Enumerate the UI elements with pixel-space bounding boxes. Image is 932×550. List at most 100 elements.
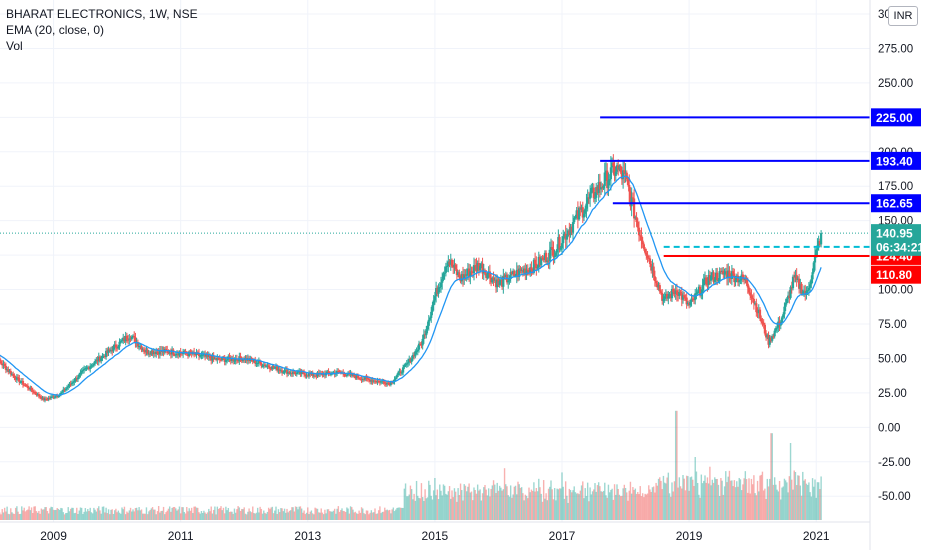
candle-body — [177, 353, 180, 356]
candle-body — [741, 274, 744, 280]
volume-bar — [615, 494, 617, 520]
currency-button[interactable]: INR — [888, 6, 918, 26]
volume-bar — [513, 486, 516, 520]
volume-bar — [211, 513, 214, 520]
volume-bar — [274, 510, 276, 520]
volume-bar — [8, 514, 11, 520]
volume-bar — [734, 487, 737, 520]
candle-body — [614, 171, 617, 176]
volume-bar — [238, 507, 241, 520]
volume-bar — [23, 507, 25, 520]
candle-body — [118, 341, 121, 347]
candle-body — [695, 293, 698, 295]
volume-bar — [590, 494, 593, 520]
volume-indicator-label[interactable]: Vol — [6, 39, 23, 53]
volume-bar — [0, 514, 2, 520]
symbol-title[interactable]: BHARAT ELECTRONICS, 1W, NSE — [6, 7, 198, 21]
volume-bar — [198, 512, 200, 520]
candle-body — [155, 351, 158, 354]
volume-bar — [187, 511, 189, 520]
candle-body — [202, 354, 205, 356]
candle-body — [373, 380, 377, 382]
volume-bar — [66, 512, 68, 520]
x-tick-label: 2017 — [549, 529, 576, 543]
volume-bar — [569, 490, 572, 520]
candle-body — [240, 358, 243, 362]
ema-indicator-label[interactable]: EMA (20, close, 0) — [6, 23, 105, 37]
volume-bar — [331, 511, 333, 520]
volume-bar — [809, 492, 811, 520]
volume-bar — [667, 472, 670, 520]
volume-bar — [57, 508, 60, 520]
candle-body — [579, 207, 582, 210]
axis-label-bg — [871, 194, 921, 213]
volume-bar — [628, 490, 630, 520]
volume-bar — [85, 511, 88, 520]
volume-bar — [47, 513, 50, 520]
candle-body — [485, 273, 488, 278]
volume-bar — [514, 485, 517, 520]
volume-bar — [540, 493, 542, 520]
candle-body — [431, 305, 434, 312]
volume-bar — [520, 487, 523, 520]
volume-bar — [784, 480, 787, 520]
candle-body — [655, 280, 658, 284]
candle-body — [388, 383, 391, 385]
candle-body — [378, 381, 381, 383]
volume-bar — [428, 480, 430, 520]
candle-body — [21, 381, 25, 385]
volume-bar — [178, 506, 181, 520]
candle-body — [668, 294, 671, 297]
volume-bar — [452, 497, 454, 520]
volume-bar — [766, 478, 769, 520]
candle-body — [67, 386, 70, 388]
volume-bar — [322, 514, 325, 520]
candle-body — [783, 306, 786, 315]
y-tick-label: 175.00 — [878, 181, 913, 193]
volume-bar — [33, 506, 35, 520]
candle-body — [51, 396, 54, 398]
volume-bar — [363, 513, 365, 520]
volume-bar — [525, 495, 528, 520]
volume-bar — [406, 496, 408, 520]
volume-bar — [45, 507, 47, 520]
candle-body — [705, 277, 708, 285]
volume-bar — [445, 493, 447, 520]
candle-body — [241, 359, 245, 362]
volume-bar — [129, 507, 132, 520]
volume-bar — [113, 510, 116, 520]
volume-bar — [560, 488, 562, 520]
candle-body — [576, 210, 579, 220]
candle-body — [438, 286, 441, 288]
candle-body — [259, 360, 262, 364]
candle-body — [234, 358, 237, 361]
candle-body — [710, 275, 713, 281]
volume-bar — [117, 510, 120, 520]
volume-bar — [498, 485, 501, 520]
candle-body — [413, 354, 416, 357]
candle-body — [586, 197, 589, 204]
candle-body — [69, 383, 72, 385]
volume-bar — [98, 506, 100, 520]
candle-body — [817, 241, 820, 246]
candle-body — [278, 369, 281, 371]
candle-body — [6, 369, 9, 371]
volume-bar — [512, 494, 514, 520]
volume-bar — [701, 483, 704, 520]
candle-body — [381, 381, 384, 383]
volume-bar — [144, 513, 146, 520]
candle-body — [171, 349, 174, 355]
volume-bar — [384, 507, 386, 520]
candle-body — [306, 375, 309, 377]
candle-body — [46, 399, 49, 401]
candle-body — [548, 249, 551, 262]
volume-bar — [684, 490, 687, 520]
volume-bar — [393, 511, 396, 520]
volume-bar — [188, 508, 190, 520]
candle-body — [92, 363, 95, 366]
volume-bar — [249, 511, 252, 520]
volume-bar — [747, 492, 749, 520]
candle-body — [524, 268, 527, 275]
